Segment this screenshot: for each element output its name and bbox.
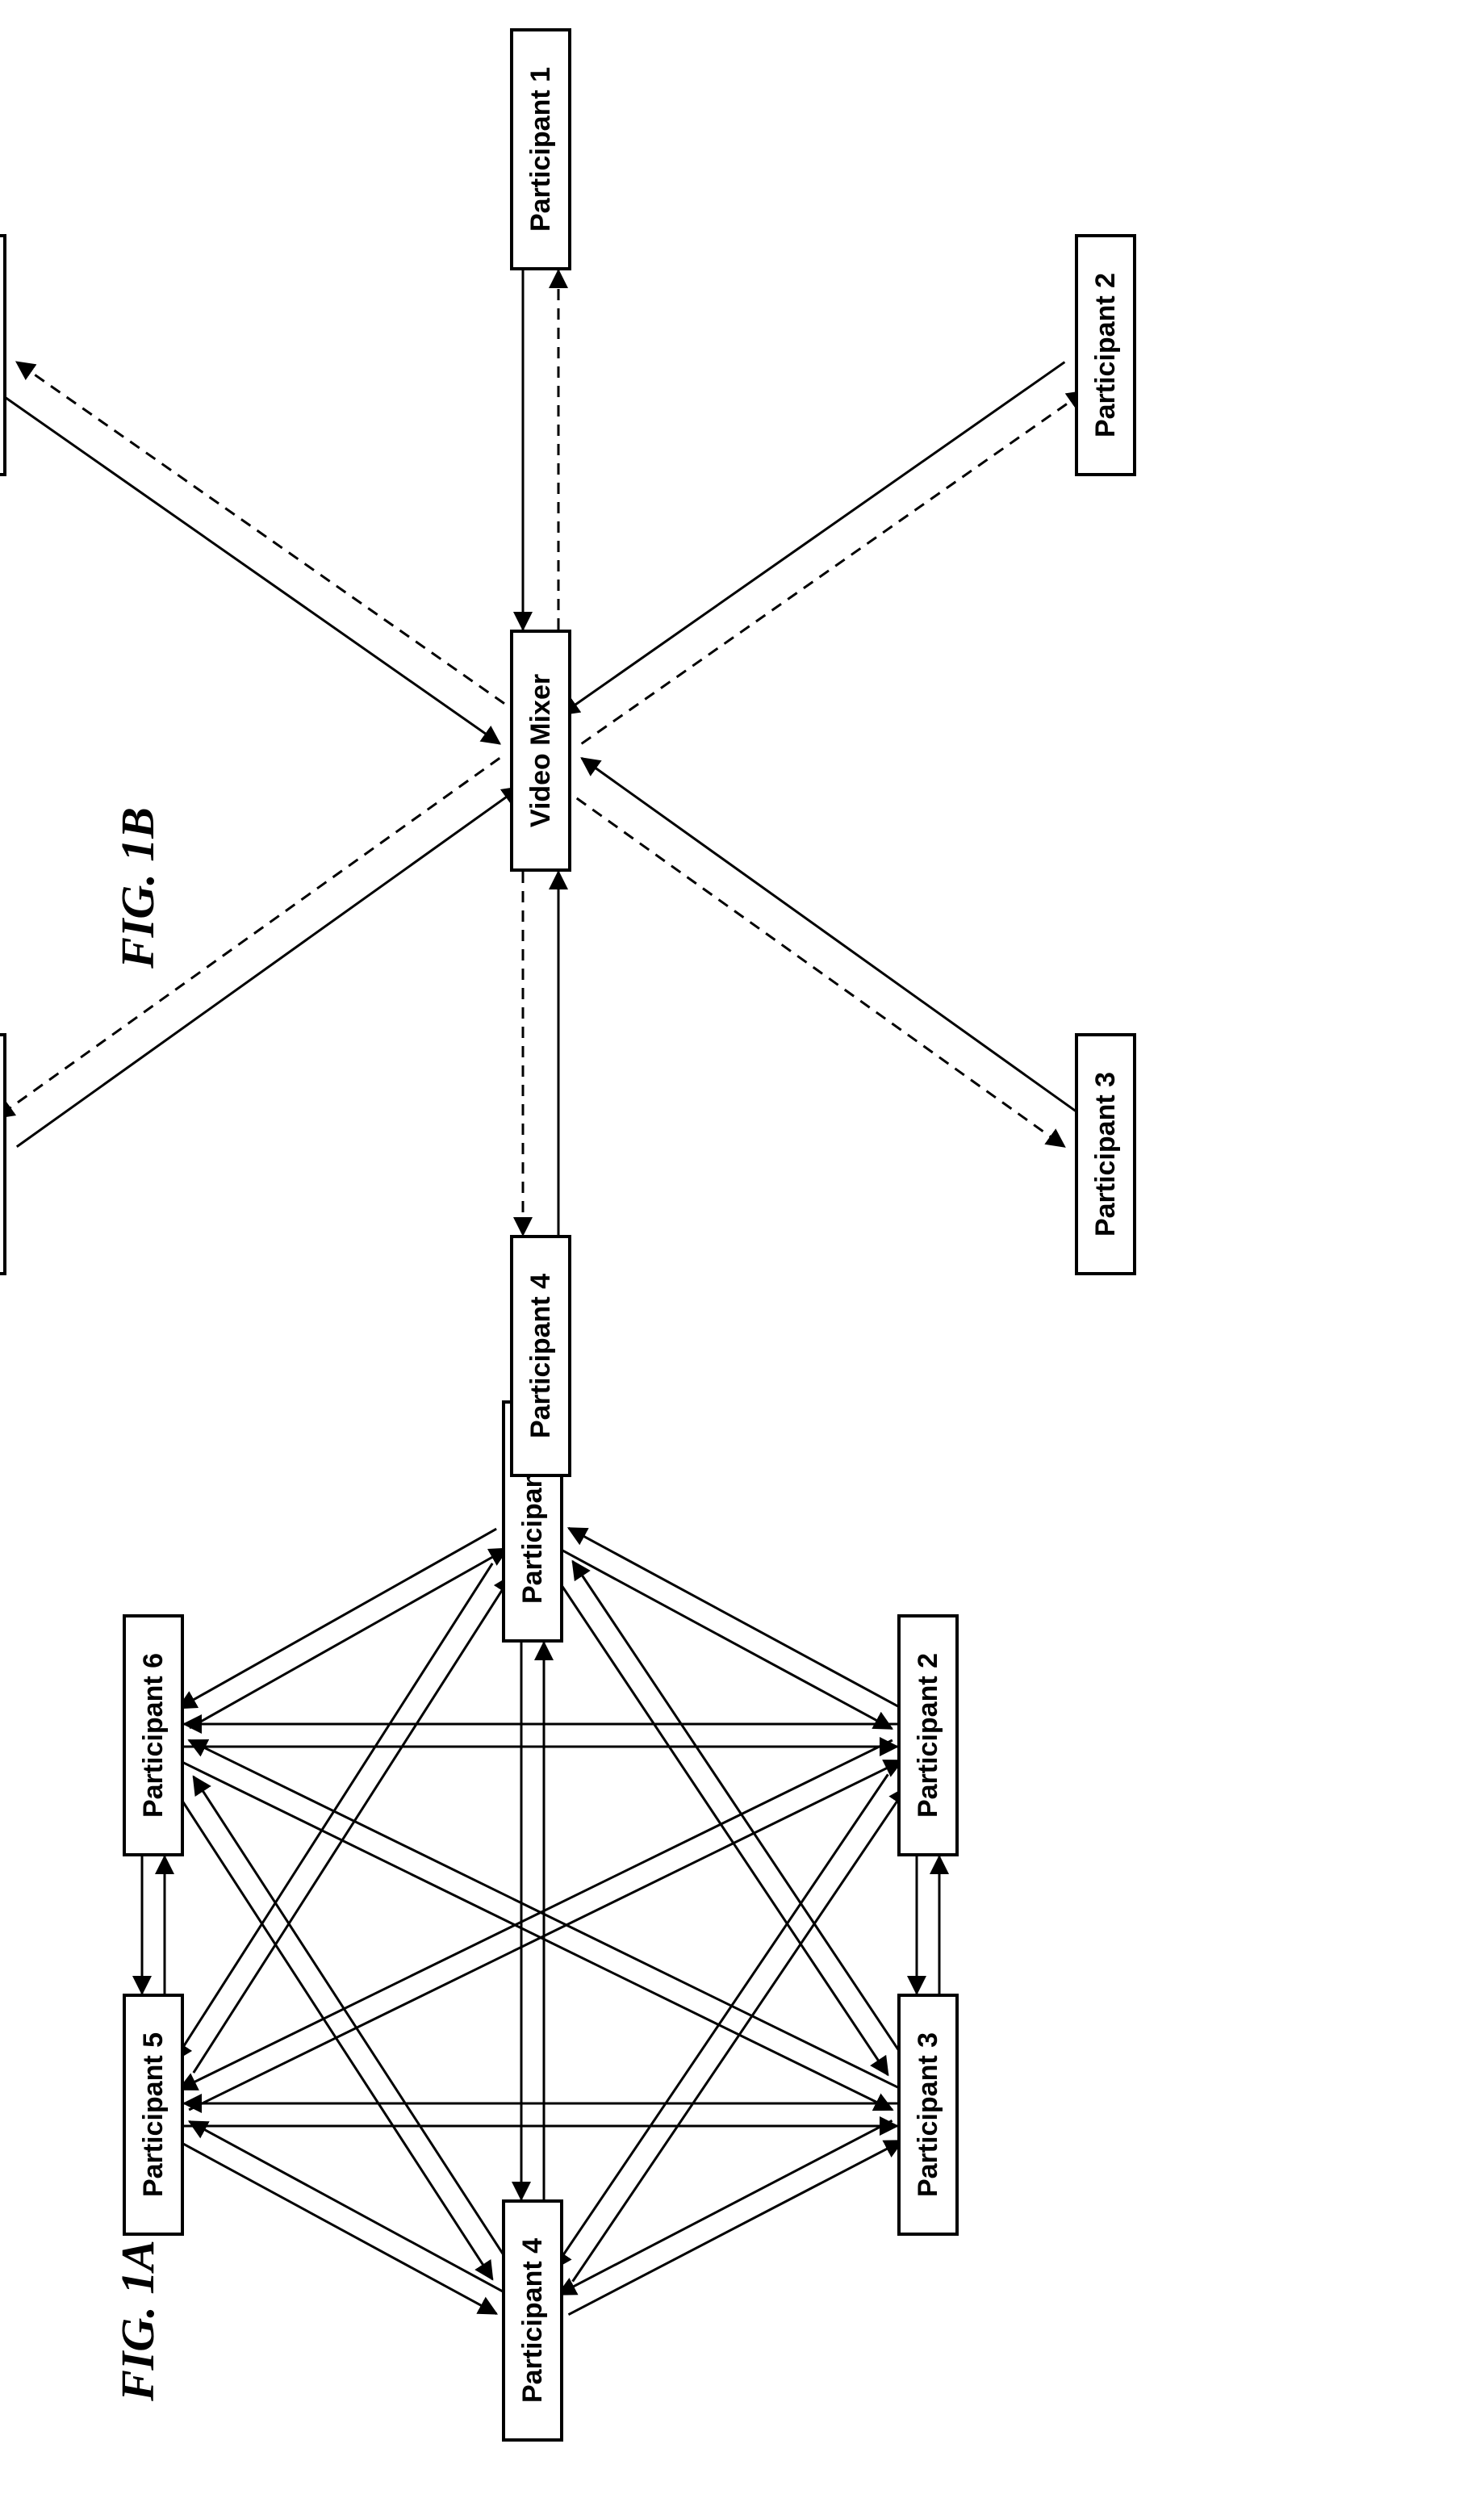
- figB-node-mixer: Video Mixer: [510, 630, 571, 872]
- node-label: Participant 4: [517, 2238, 549, 2403]
- node-label: Participant 2: [1090, 273, 1122, 437]
- node-label: Video Mixer: [525, 674, 557, 827]
- figB-node-p5: Participant 5: [0, 1033, 6, 1275]
- figB-node-p4: Participant 4: [510, 1235, 571, 1477]
- figA-node-p5: Participant 5: [123, 1994, 184, 2236]
- node-label: Participant 3: [913, 2032, 944, 2197]
- figB-node-p3: Participant 3: [1075, 1033, 1136, 1275]
- node-label: Participant 6: [138, 1653, 169, 1818]
- page-canvas: Participant 1 Participant 2 Participant …: [0, 0, 1484, 2511]
- figB-node-p6: Participant 6: [0, 234, 6, 476]
- node-label: Participant 5: [138, 2032, 169, 2197]
- node-label: Participant 1: [525, 67, 557, 232]
- figA-label: FIG. 1A: [109, 2216, 165, 2425]
- node-label: Participant 4: [525, 1274, 557, 1438]
- figB-node-p1: Participant 1: [510, 28, 571, 270]
- figB-node-p2: Participant 2: [1075, 234, 1136, 476]
- edge-layer: [0, 0, 1484, 2511]
- node-label: Participant 2: [913, 1653, 944, 1818]
- figA-node-p6: Participant 6: [123, 1614, 184, 1856]
- figA-node-p3: Participant 3: [897, 1994, 959, 2236]
- node-label: Participant 3: [1090, 1072, 1122, 1237]
- figA-node-p2: Participant 2: [897, 1614, 959, 1856]
- figA-node-p4: Participant 4: [502, 2199, 563, 2442]
- figB-label: FIG. 1B: [109, 783, 165, 993]
